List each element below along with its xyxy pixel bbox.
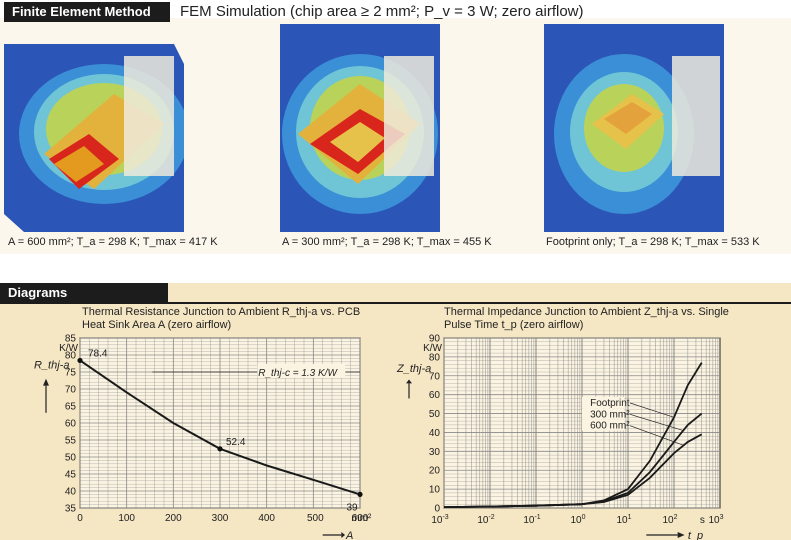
chart2-title: Thermal Impedance Junction to Ambient Z_… <box>444 306 729 331</box>
chart1-y-tick: 45 <box>65 470 77 481</box>
chart2-y-tick: 80 <box>429 352 441 363</box>
chart2-y-tick: 0 <box>434 504 440 515</box>
chart1-data-label: 52.4 <box>226 437 246 448</box>
chart1-y-unit: K/W <box>59 343 78 354</box>
chart1-x-tick: 200 <box>165 513 182 524</box>
chart2-y-tick: 90 <box>429 334 441 345</box>
chart2-legend-leader <box>629 413 684 431</box>
chart2-y-tick: 20 <box>429 466 441 477</box>
chart1-ref-bg <box>257 364 346 378</box>
section-tag-fem: Finite Element Method <box>4 2 170 22</box>
chart2-x-unit: s <box>700 515 705 526</box>
chart2-legend-label: 300 mm² <box>590 409 630 420</box>
chart2-y-unit: K/W <box>423 343 442 354</box>
chart1-x-tick: 600 <box>352 513 369 524</box>
fem-caption-footprint: Footprint only; T_a = 298 K; T_max = 533… <box>546 236 760 248</box>
fem-caption-600: A = 600 mm²; T_a = 298 K; T_max = 417 K <box>8 236 218 248</box>
fem-title: FEM Simulation (chip area ≥ 2 mm²; P_v =… <box>180 3 584 20</box>
chart1-point <box>77 357 83 364</box>
chart2-x-arrowhead <box>677 532 685 538</box>
chart1-x-arrowhead <box>341 532 346 538</box>
chart1-data-label: 39 <box>346 502 358 513</box>
chart1-y-tick: 50 <box>65 453 77 464</box>
chart2-legend-leader <box>629 425 685 446</box>
fem-panel-600 <box>4 24 184 232</box>
chart-thermal-resistance: 0 100 200 300 400 600 500 35 40 45 50 55 60 65 70 75 80 8… <box>34 334 372 540</box>
chart2-x-tick: 100 <box>570 514 585 526</box>
chart2-y-tick: 30 <box>429 447 441 458</box>
chart1-y-tick: 60 <box>65 419 77 430</box>
chart2-y-tick: 50 <box>429 409 441 420</box>
chart2-y-tick: 10 <box>429 485 441 496</box>
chart2-x-tick: 101 <box>616 514 631 526</box>
chart1-y-label: R_thj-a <box>34 360 69 372</box>
fem-caption-300: A = 300 mm²; T_a = 298 K; T_max = 455 K <box>282 236 492 248</box>
chart2-y-tick: 40 <box>429 428 441 439</box>
chart1-y-tick: 75 <box>65 368 77 379</box>
chart1-title: Thermal Resistance Junction to Ambient R… <box>82 306 361 331</box>
chart2-x-tick: 10-1 <box>523 514 540 526</box>
fem-panel-footprint <box>544 24 724 232</box>
chart1-x-tick: 400 <box>258 513 275 524</box>
chart1-y-tick: 35 <box>65 504 77 515</box>
chart2-legend-leader <box>629 402 675 418</box>
chart1-point <box>357 491 363 497</box>
chart1-y-tick: 65 <box>65 402 77 413</box>
chart1-y-tick: 80 <box>65 351 77 362</box>
chart1-x-unit: mm² <box>351 513 372 524</box>
chart2-y-tick: 60 <box>429 390 441 401</box>
chart2-x-tick: 10-2 <box>477 514 494 526</box>
chart2-x-tick: 103 <box>708 514 723 526</box>
chart1-y-tick: 85 <box>65 334 77 345</box>
chart1-ref-label: R_thj-c = 1.3 K/W <box>258 368 338 379</box>
chart2-legend-label: Footprint <box>590 398 630 409</box>
chart1-data-label: 78.4 <box>88 348 108 359</box>
section-divider <box>0 302 791 304</box>
section-tag-diagrams: Diagrams <box>0 283 168 303</box>
chart1-y-tick: 55 <box>65 436 77 447</box>
chart1-y-tick: 40 <box>65 487 77 498</box>
chart1-x-tick: 0 <box>77 513 83 524</box>
chart1-x-tick: 500 <box>307 513 324 524</box>
chart2-legend-bg <box>582 408 624 420</box>
chart2-x-tick: 10-3 <box>431 514 448 526</box>
chart1-y-tick: 70 <box>65 385 77 396</box>
chart2-y-arrowhead <box>406 379 412 384</box>
fem-legend <box>124 56 174 176</box>
chart1-x-tick: 300 <box>212 513 229 524</box>
chart2-y-label: Z_thj-a <box>396 363 431 375</box>
chart2-legend-bg <box>582 397 624 408</box>
chart2-legend-bg <box>582 419 624 431</box>
chart2-y-tick: 70 <box>429 371 441 382</box>
fem-panel-300 <box>280 24 440 232</box>
chart2-legend-label: 600 mm² <box>590 421 630 432</box>
chart1-x-label: A <box>345 530 353 540</box>
chart1-x-tick: 100 <box>118 513 135 524</box>
chart1-y-arrowhead <box>43 378 49 386</box>
chart2-series-line <box>443 433 703 508</box>
chart1-point <box>217 446 223 452</box>
chart-thermal-impedance: 10-3 10-2 10-1 100 101 102 103 0 10 20 30 40 50 60 70 8… <box>396 334 724 540</box>
chart2-x-label: t_p <box>688 530 703 540</box>
chart2-x-tick: 102 <box>662 514 677 526</box>
